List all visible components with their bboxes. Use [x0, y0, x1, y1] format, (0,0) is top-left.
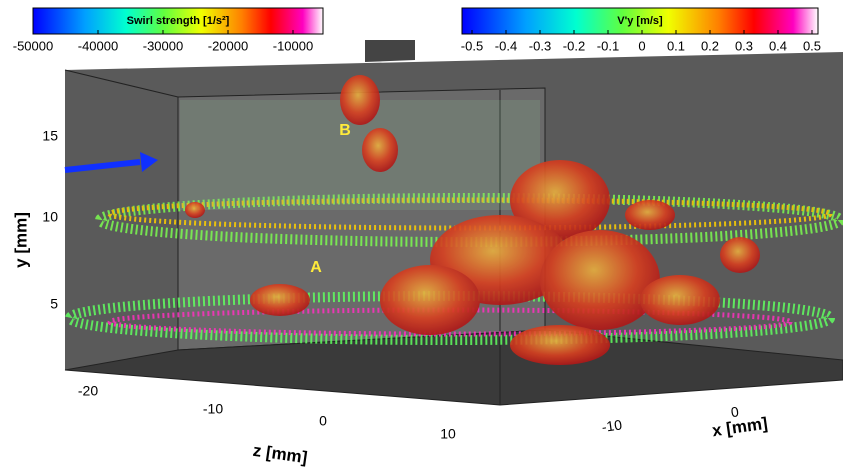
colorbar-title: V'y [m/s] [617, 15, 663, 27]
colorbar-tick-label: -30000 [143, 38, 183, 53]
y-tick-label: 5 [50, 296, 58, 312]
colorbar: Swirl strength [1/s²] -50000 -40000 -30000 -… [13, 7, 324, 53]
colorbar-tick-label: -0.3 [529, 38, 551, 53]
colorbar-tick-label: -20000 [208, 38, 248, 53]
z-tick-label: 10 [440, 426, 456, 442]
colorbar-gradient [32, 7, 324, 35]
colorbar-tick-label: 0.1 [667, 38, 685, 53]
y-tick-label: 15 [42, 128, 58, 144]
colorbar: V'y [m/s] -0.5 -0.4 -0.3 -0.2 -0.1 0 0.1 0.2 0.3 0… [461, 7, 821, 53]
y-axis-label: y [mm] [11, 212, 30, 268]
z-axis-label: z [mm] [252, 441, 309, 467]
x-axis-label: x [mm] [711, 414, 769, 441]
colorbar-tick-label: 0.3 [735, 38, 753, 53]
colorbar-tick-label: 0.5 [803, 38, 821, 53]
scene [64, 40, 843, 406]
colorbar-tick-label: 0.2 [701, 38, 719, 53]
colorbar-tick-label: -50000 [13, 38, 53, 53]
colorbar-tick-label: -40000 [78, 38, 118, 53]
colorbar-tick-label: -0.2 [563, 38, 585, 53]
colorbar-tick-label: 0 [638, 38, 645, 53]
edge [64, 69, 179, 98]
colorbar-tick-label: -0.1 [597, 38, 619, 53]
annotation: B [339, 122, 351, 139]
colorbar-title: Swirl strength [1/s²] [127, 15, 230, 27]
annotation: A [310, 259, 322, 276]
y-tick-label: 10 [42, 209, 58, 225]
flow-arrow [64, 159, 141, 173]
colorbar-tick-label: 0.4 [769, 38, 787, 53]
x-tick-label: -10 [601, 416, 623, 435]
colorbar-gradient [461, 7, 819, 35]
z-tick-label: -20 [78, 383, 98, 399]
z-tick-label: -10 [203, 401, 223, 417]
z-tick-label: 0 [319, 413, 327, 429]
flow-arrow-head [140, 152, 158, 172]
colorbar-tick-label: -10000 [273, 38, 313, 53]
colorbar-tick-label: -0.5 [461, 38, 483, 53]
x-tick-label: 0 [730, 403, 740, 420]
vortex-blobs [185, 75, 760, 365]
box-top [365, 40, 415, 62]
colorbar-tick-label: -0.4 [495, 38, 517, 53]
